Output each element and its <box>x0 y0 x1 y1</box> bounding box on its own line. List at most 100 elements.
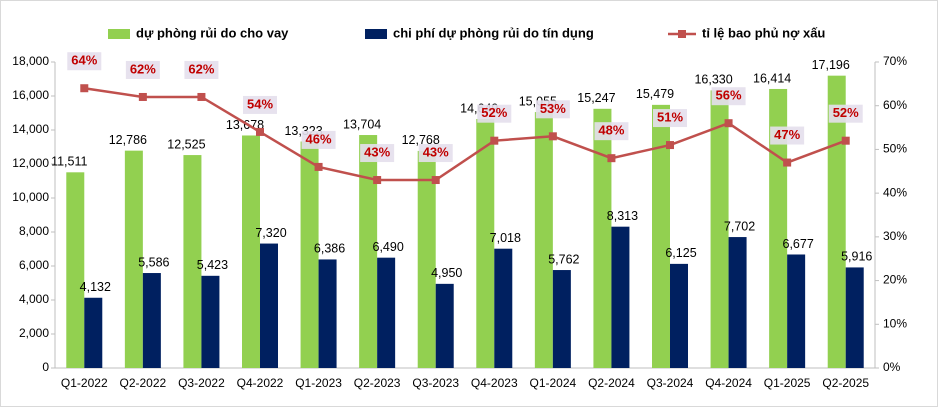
y2-tick-label: 50% <box>883 142 907 156</box>
y2-tick-label: 20% <box>883 273 907 287</box>
bar <box>417 150 436 368</box>
label-box <box>125 60 160 79</box>
y2-tick-label: 60% <box>883 98 907 112</box>
bar <box>652 104 670 369</box>
y-tick-label: 8,000 <box>19 224 49 238</box>
bar <box>593 108 612 369</box>
label-box <box>594 122 629 141</box>
bar <box>242 135 260 368</box>
label-box <box>67 52 102 71</box>
bar-value-label: 15,479 <box>636 87 674 101</box>
x-tick-label: Q4-2022 <box>237 376 284 390</box>
line-marker <box>80 84 89 93</box>
line-value-label: 64% <box>71 53 97 68</box>
bar-value-label: 11,511 <box>51 155 87 169</box>
y2-tick-label: 70% <box>883 54 907 68</box>
bar-value-label: 6,386 <box>314 242 345 256</box>
bar-value-label: 5,423 <box>197 258 228 272</box>
label-box <box>711 87 746 106</box>
bar-value-label: 17,196 <box>812 58 850 72</box>
line-marker <box>431 176 440 185</box>
bar-value-label: 7,018 <box>490 231 521 245</box>
line-value-label: 43% <box>364 144 390 159</box>
y2-tick-label: 40% <box>883 185 907 199</box>
bar <box>183 155 202 368</box>
line-marker <box>373 176 382 185</box>
line-marker <box>256 127 264 136</box>
bar <box>476 118 495 368</box>
line-marker <box>783 158 792 167</box>
bar <box>787 254 806 368</box>
label-box <box>243 95 277 114</box>
line-value-label: 51% <box>657 109 683 124</box>
y-tick-label: 0 <box>42 360 49 374</box>
legend-swatch <box>108 29 130 39</box>
line-marker <box>607 154 616 163</box>
bar <box>359 135 378 368</box>
line-value-label: 52% <box>481 105 507 120</box>
bar-value-label: 16,414 <box>753 71 791 85</box>
line-value-label: 46% <box>306 131 332 146</box>
bar <box>260 243 278 368</box>
bar <box>124 150 143 368</box>
bar-value-label: 15,247 <box>577 91 615 105</box>
legend-swatch <box>365 29 387 39</box>
bar <box>827 75 846 368</box>
bar <box>201 275 220 368</box>
x-tick-label: Q1-2025 <box>764 376 811 390</box>
bar-value-label: 16,330 <box>694 73 732 87</box>
bar-value-label: 8,313 <box>607 209 638 223</box>
x-tick-label: Q1-2022 <box>61 376 108 390</box>
y-tick-label: 4,000 <box>19 292 49 306</box>
y-tick-label: 12,000 <box>12 156 49 170</box>
bar-value-label: 6,677 <box>783 237 814 251</box>
label-box <box>828 104 863 123</box>
x-tick-label: Q3-2022 <box>178 376 225 390</box>
bar-value-label: 13,704 <box>343 117 381 131</box>
bar <box>710 90 729 368</box>
legend-label: tỉ lệ bao phủ nợ xấu <box>702 25 825 40</box>
label-box <box>418 144 453 163</box>
x-tick-label: Q3-2024 <box>647 376 694 390</box>
line-marker <box>197 92 206 101</box>
x-tick-label: Q3-2023 <box>412 376 459 390</box>
y-tick-label: 18,000 <box>12 54 49 68</box>
bar <box>377 257 396 368</box>
bar-value-label: 7,320 <box>255 226 286 240</box>
bar <box>435 283 454 368</box>
label-box <box>301 130 336 149</box>
bar-value-label: 12,786 <box>109 133 147 147</box>
x-tick-label: Q2-2025 <box>822 376 869 390</box>
x-tick-label: Q1-2024 <box>530 376 577 390</box>
line-value-label: 43% <box>423 144 449 159</box>
label-box <box>770 126 805 145</box>
line-value-label: 62% <box>188 61 214 76</box>
label-box <box>535 100 570 119</box>
bar-value-label: 4,132 <box>80 280 111 294</box>
line-marker <box>138 92 147 101</box>
x-tick-label: Q1-2023 <box>295 376 342 390</box>
line-marker <box>548 132 557 141</box>
bar-value-label: 7,702 <box>724 219 755 233</box>
bar <box>552 270 571 368</box>
label-box <box>184 60 219 79</box>
legend-label: dự phòng rủi do cho vay <box>136 25 289 40</box>
legend-marker <box>678 30 686 38</box>
bar-value-label: 5,586 <box>138 255 169 269</box>
line-value-label: 54% <box>247 96 273 111</box>
x-tick-label: Q2-2024 <box>588 376 635 390</box>
label-box <box>477 104 512 123</box>
label-box <box>360 144 395 163</box>
x-tick-label: Q2-2022 <box>120 376 167 390</box>
bar-value-label: 4,950 <box>431 266 462 280</box>
line-value-label: 47% <box>774 127 800 142</box>
line-value-label: 56% <box>716 88 742 103</box>
line-marker <box>490 136 499 145</box>
bar-value-label: 5,916 <box>841 250 872 264</box>
line-marker <box>666 141 674 150</box>
y-tick-label: 14,000 <box>12 122 49 136</box>
y-tick-label: 2,000 <box>19 326 49 340</box>
bar <box>300 141 319 368</box>
y-tick-label: 10,000 <box>12 190 49 204</box>
